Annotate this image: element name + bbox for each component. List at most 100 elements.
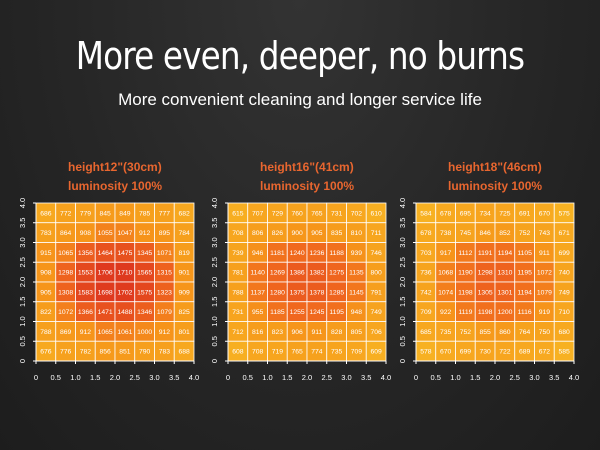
cell-value-label: 822	[40, 309, 52, 316]
cell-value-label: 774	[311, 349, 323, 356]
cell-value-label: 735	[440, 329, 452, 336]
cell-value-label: 765	[311, 210, 323, 217]
x-tick-label: 4.0	[381, 373, 391, 382]
y-tick-label: 2.0	[18, 277, 27, 287]
cell-value-label: 735	[331, 349, 343, 356]
x-tick-label: 2.0	[302, 373, 312, 382]
cell-value-label: 731	[232, 309, 244, 316]
y-tick-label: 2.5	[18, 257, 27, 267]
cell-value-label: 765	[291, 349, 303, 356]
cell-value-label: 835	[331, 230, 343, 237]
x-tick-label: 1.5	[470, 373, 480, 382]
cell-value-label: 722	[499, 349, 511, 356]
cell-value-label: 864	[60, 230, 72, 237]
cell-value-label: 905	[40, 289, 52, 296]
cell-value-label: 900	[291, 230, 303, 237]
x-tick-label: 0.5	[243, 373, 253, 382]
y-tick-label: 2.5	[210, 257, 219, 267]
cell-value-label: 852	[499, 230, 511, 237]
cell-value-label: 784	[178, 230, 190, 237]
cell-value-label: 1119	[458, 309, 472, 316]
cell-value-label: 908	[80, 230, 92, 237]
cell-value-label: 1386	[290, 270, 305, 277]
cell-value-label: 678	[440, 210, 452, 217]
y-tick-label: 4.0	[18, 198, 27, 208]
y-tick-label: 0.5	[398, 336, 407, 346]
x-tick-label: 3.0	[341, 373, 351, 382]
y-tick-label: 3.0	[398, 237, 407, 247]
cell-value-label: 749	[370, 309, 382, 316]
y-tick-label: 1.0	[210, 316, 219, 326]
cell-value-label: 860	[499, 329, 511, 336]
y-tick-label: 1.0	[398, 316, 407, 326]
cell-value-label: 1366	[78, 309, 93, 316]
cell-value-label: 1140	[250, 270, 265, 277]
cell-value-label: 608	[232, 349, 244, 356]
x-tick-label: 2.0	[490, 373, 500, 382]
cell-value-label: 760	[291, 210, 303, 217]
cell-value-label: 772	[60, 210, 72, 217]
cell-value-label: 1116	[518, 309, 532, 316]
x-tick-label: 4.0	[189, 373, 199, 382]
cell-value-label: 1310	[497, 270, 512, 277]
cell-value-label: 855	[479, 329, 491, 336]
cell-value-label: 615	[232, 210, 244, 217]
cell-value-label: 689	[519, 349, 531, 356]
cell-value-label: 908	[40, 270, 52, 277]
cell-value-label: 1488	[117, 309, 132, 316]
cell-value-label: 671	[558, 230, 570, 237]
cell-value-label: 691	[519, 210, 531, 217]
cell-value-label: 575	[558, 210, 570, 217]
cell-value-label: 711	[371, 230, 382, 237]
cell-value-label: 736	[420, 270, 432, 277]
cell-value-label: 911	[311, 329, 322, 336]
chart-3-labels: height18"(46cm) luminosity 100%	[448, 158, 600, 196]
cell-value-label: 578	[420, 349, 432, 356]
cell-value-label: 706	[370, 329, 382, 336]
cell-value-label: 1269	[270, 270, 285, 277]
cell-value-label: 680	[558, 329, 570, 336]
x-tick-label: 2.5	[510, 373, 520, 382]
cell-value-label: 1305	[478, 289, 493, 296]
cell-value-label: 734	[479, 210, 491, 217]
y-tick-label: 0	[398, 359, 407, 363]
page-subtitle: More convenient cleaning and longer serv…	[118, 90, 482, 109]
cell-value-label: 781	[232, 270, 244, 277]
cell-value-label: 823	[272, 329, 284, 336]
cell-value-label: 912	[159, 329, 171, 336]
cell-value-label: 849	[119, 210, 131, 217]
cell-value-label: 1200	[497, 309, 512, 316]
cell-value-label: 699	[558, 250, 570, 257]
cell-value-label: 906	[291, 329, 303, 336]
chart-1-luminosity-label: luminosity 100%	[68, 179, 163, 193]
cell-value-label: 912	[139, 230, 151, 237]
cell-value-label: 1710	[117, 270, 132, 277]
cell-value-label: 869	[60, 329, 72, 336]
cell-value-label: 948	[351, 309, 363, 316]
cell-value-label: 729	[272, 210, 284, 217]
cell-value-label: 901	[178, 270, 190, 277]
cell-value-label: 1698	[98, 289, 113, 296]
x-tick-label: 2.5	[322, 373, 332, 382]
cell-value-label: 1285	[329, 289, 344, 296]
cell-value-label: 1079	[537, 289, 552, 296]
cell-value-label: 1356	[78, 250, 93, 257]
x-tick-label: 3.5	[361, 373, 371, 382]
cell-value-label: 846	[479, 230, 491, 237]
cell-value-label: 1198	[458, 289, 473, 296]
cell-value-label: 672	[539, 349, 551, 356]
cell-value-label: 1240	[290, 250, 305, 257]
cell-value-label: 1323	[157, 289, 172, 296]
x-tick-label: 3.0	[529, 373, 539, 382]
cell-value-label: 686	[40, 210, 52, 217]
cell-value-label: 709	[420, 309, 432, 316]
cell-value-label: 1105	[517, 250, 532, 257]
cell-value-label: 1565	[137, 270, 152, 277]
cell-value-label: 1382	[309, 270, 324, 277]
cell-value-label: 1074	[438, 289, 453, 296]
cell-value-label: 1575	[137, 289, 152, 296]
cell-value-label: 805	[351, 329, 363, 336]
x-tick-label: 0	[226, 373, 230, 382]
cell-value-label: 1255	[290, 309, 305, 316]
chart-3: 584 678 695 734 725 691 670 575 678 738 745 846 852 7…	[398, 198, 579, 382]
